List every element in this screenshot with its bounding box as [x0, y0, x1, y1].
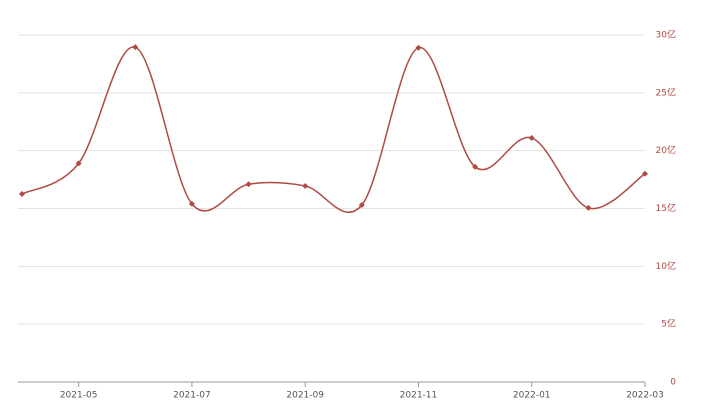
y-tick-label: 15亿 [656, 202, 676, 214]
point [188, 200, 195, 207]
point [75, 160, 82, 167]
point [585, 204, 592, 211]
point [528, 134, 535, 141]
point [642, 170, 648, 177]
point [472, 163, 479, 170]
y-tick-label: 10亿 [656, 260, 676, 272]
point [415, 44, 422, 51]
line [21, 46, 646, 213]
y-tick-label: 5亿 [661, 318, 676, 330]
x-tick-label: 2021-11 [400, 391, 438, 401]
x-tick-label: 2021-09 [286, 391, 324, 401]
point [19, 191, 25, 198]
point [302, 182, 309, 189]
point [245, 181, 252, 188]
x-tick-label: 2022-03 [626, 391, 664, 401]
point [358, 202, 365, 209]
point [132, 44, 139, 51]
y-tick-label: 30亿 [656, 29, 676, 41]
x-tick-label: 2021-07 [173, 391, 211, 401]
y-tick-label: 20亿 [656, 144, 676, 156]
x-tick-label: 2022-01 [513, 391, 551, 401]
y-tick-label: 0 [670, 378, 676, 388]
x-tick-label: 2021-05 [60, 391, 98, 401]
y-tick-label: 25亿 [656, 86, 676, 98]
